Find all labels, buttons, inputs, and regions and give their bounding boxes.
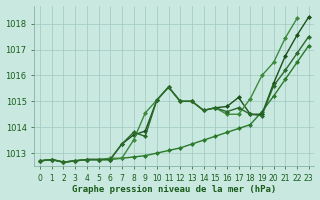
X-axis label: Graphe pression niveau de la mer (hPa): Graphe pression niveau de la mer (hPa) <box>72 185 276 194</box>
